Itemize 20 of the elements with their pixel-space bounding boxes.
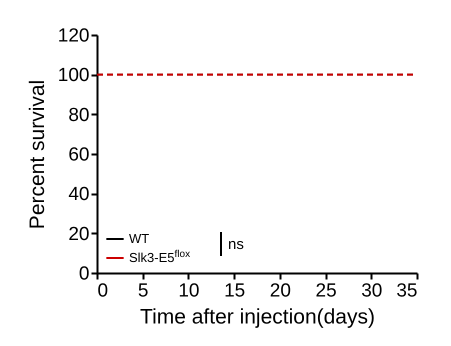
legend-label: WT [129, 231, 150, 246]
x-tick-label: 5 [138, 280, 149, 302]
legend-label: Slk3-E5$^{flox}$ [129, 248, 190, 265]
y-axis-title: Percent survival [26, 80, 49, 230]
y-tick-label: 60 [68, 144, 90, 166]
x-tick-label: 10 [178, 280, 200, 302]
x-tick-label: 0 [98, 280, 108, 302]
y-tick-label: 100 [58, 65, 90, 86]
x-tick-label: 20 [270, 280, 291, 302]
x-tick-label: 30 [361, 280, 382, 302]
y-tick-label: 40 [68, 184, 90, 206]
x-tick-label: 15 [224, 280, 246, 302]
y-tick-label: 20 [68, 224, 90, 245]
y-tick-label: 120 [58, 26, 90, 46]
x-tick-label: 25 [316, 280, 337, 302]
y-tick-label: 0 [78, 264, 90, 284]
x-axis-title: Time after injection(days) [140, 306, 375, 328]
annotation: ns [228, 236, 244, 252]
x-tick-label: 35 [396, 280, 418, 302]
y-tick-label: 80 [68, 104, 90, 126]
